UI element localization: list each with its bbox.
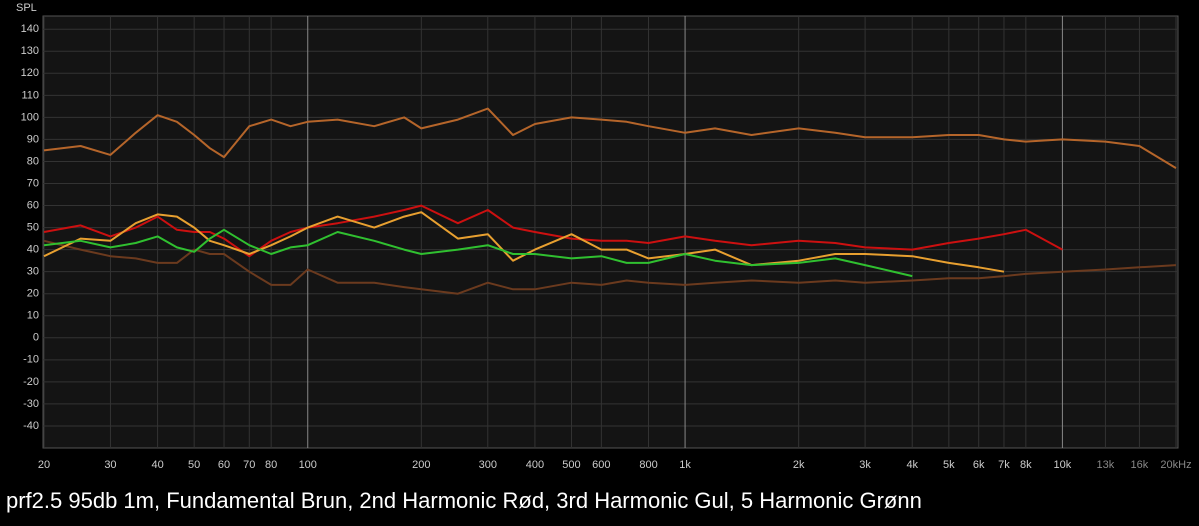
x-tick-label: 400 (526, 459, 544, 471)
series-line (43, 211, 1005, 273)
y-tick-label: 120 (21, 67, 39, 79)
x-tick-label: 7k (998, 459, 1010, 471)
y-tick-label: -10 (23, 354, 39, 366)
x-tick-label: 800 (639, 459, 657, 471)
chart-title: prf2.5 95db 1m, Fundamental Brun, 2nd Ha… (6, 488, 922, 513)
y-tick-label: 0 (33, 332, 39, 344)
x-tick-label: 13k (1097, 459, 1115, 471)
x-tick-label: 60 (218, 459, 230, 471)
x-tick-label: 200 (412, 459, 430, 471)
y-tick-label: 40 (27, 244, 39, 256)
y-tick-label: 20 (27, 288, 39, 300)
y-tick-label: 100 (21, 111, 39, 123)
x-tick-label: 3k (859, 459, 871, 471)
series-line (43, 239, 1177, 295)
plot-area (42, 15, 1179, 449)
series-line (43, 204, 1063, 258)
y-axis-label: SPL (16, 2, 37, 14)
y-tick-label: 50 (27, 221, 39, 233)
x-tick-label: 500 (562, 459, 580, 471)
series-line (43, 228, 913, 278)
x-tick-label: 1k (679, 459, 691, 471)
y-tick-label: 80 (27, 155, 39, 167)
y-tick-label: 110 (21, 89, 39, 101)
x-tick-label: 6k (973, 459, 985, 471)
y-tick-label: 140 (21, 23, 39, 35)
x-tick-label: 4k (906, 459, 918, 471)
series-line (43, 107, 1177, 169)
x-tick-label: 80 (265, 459, 277, 471)
y-tick-label: 90 (27, 133, 39, 145)
x-tick-label: 300 (479, 459, 497, 471)
y-tick-label: 60 (27, 199, 39, 211)
y-tick-label: 70 (27, 177, 39, 189)
y-tick-label: -30 (23, 398, 39, 410)
x-tick-label: 16k (1131, 459, 1149, 471)
y-tick-label: 30 (27, 266, 39, 278)
x-tick-label: 100 (299, 459, 317, 471)
x-tick-label: 40 (151, 459, 163, 471)
x-tick-label: 10k (1054, 459, 1072, 471)
x-tick-label: 2k (793, 459, 805, 471)
y-tick-label: 10 (27, 310, 39, 322)
x-tick-label: 20kHz (1160, 459, 1191, 471)
x-tick-label: 600 (592, 459, 610, 471)
y-tick-label: -40 (23, 420, 39, 432)
x-tick-label: 20 (38, 459, 50, 471)
x-tick-label: 5k (943, 459, 955, 471)
x-tick-label: 30 (104, 459, 116, 471)
x-tick-label: 8k (1020, 459, 1032, 471)
y-tick-label: 130 (21, 45, 39, 57)
y-tick-label: -20 (23, 376, 39, 388)
x-tick-label: 50 (188, 459, 200, 471)
x-tick-label: 70 (243, 459, 255, 471)
